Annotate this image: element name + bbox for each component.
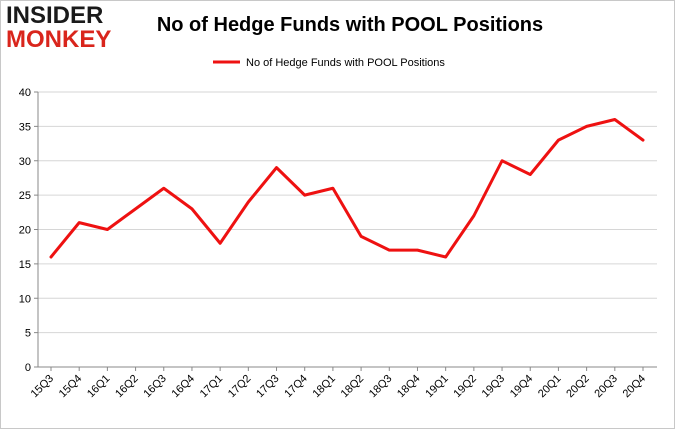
x-tick-label: 19Q4 [508, 373, 536, 401]
x-tick-label: 17Q3 [254, 373, 282, 401]
x-tick-label: 18Q4 [395, 373, 423, 401]
series-layer [49, 118, 645, 259]
x-tick-label: 16Q2 [113, 373, 141, 401]
y-tick-label: 40 [19, 87, 31, 99]
x-tick-label: 15Q4 [57, 373, 85, 401]
x-tick-label: 16Q4 [170, 373, 198, 401]
logo-line-1: INSIDER [6, 2, 104, 29]
x-tick-label: 19Q2 [451, 373, 479, 401]
x-tick-label: 17Q1 [198, 373, 226, 401]
x-tick-label: 20Q2 [564, 373, 592, 401]
x-tick-label: 17Q2 [226, 373, 254, 401]
x-tick-label: 16Q3 [141, 373, 169, 401]
x-tick-label: 18Q2 [339, 373, 367, 401]
x-tick-label: 15Q3 [29, 373, 57, 401]
y-tick-label: 0 [25, 362, 31, 374]
series-line [49, 118, 645, 259]
y-tick-label: 25 [19, 190, 31, 202]
y-tick-label: 10 [19, 293, 31, 305]
grid-lines [34, 91, 657, 368]
x-tick-label: 20Q4 [621, 373, 649, 401]
y-tick-label: 20 [19, 225, 31, 237]
y-tick-label: 15 [19, 259, 31, 271]
x-tick-label: 17Q4 [282, 373, 310, 401]
y-tick-label: 35 [19, 121, 31, 133]
x-tick-label: 18Q3 [367, 373, 395, 401]
x-tick-label: 19Q1 [423, 373, 451, 401]
x-tick-label: 18Q1 [311, 373, 339, 401]
y-tick-label: 5 [25, 328, 31, 340]
insider-monkey-logo: INSIDER MONKEY [6, 4, 128, 52]
x-tick-label: 20Q1 [536, 373, 564, 401]
y-tick-labels: 0 5 10 15 20 25 30 35 40 [19, 87, 31, 374]
legend-label: No of Hedge Funds with POOL Positions [246, 57, 445, 69]
x-tick-label: 20Q3 [592, 373, 620, 401]
x-tick-label: 16Q1 [85, 373, 113, 401]
legend: No of Hedge Funds with POOL Positions [213, 57, 445, 69]
x-tick-labels: 15Q3 15Q4 16Q1 16Q2 16Q3 16Q4 17Q1 17Q2 17Q3 17Q4… [29, 373, 649, 401]
x-tick-label: 19Q3 [480, 373, 508, 401]
logo-line-2: MONKEY [6, 26, 112, 53]
y-tick-label: 30 [19, 156, 31, 168]
axes [37, 92, 657, 371]
chart-title: No of Hedge Funds with POOL Positions [156, 14, 544, 36]
